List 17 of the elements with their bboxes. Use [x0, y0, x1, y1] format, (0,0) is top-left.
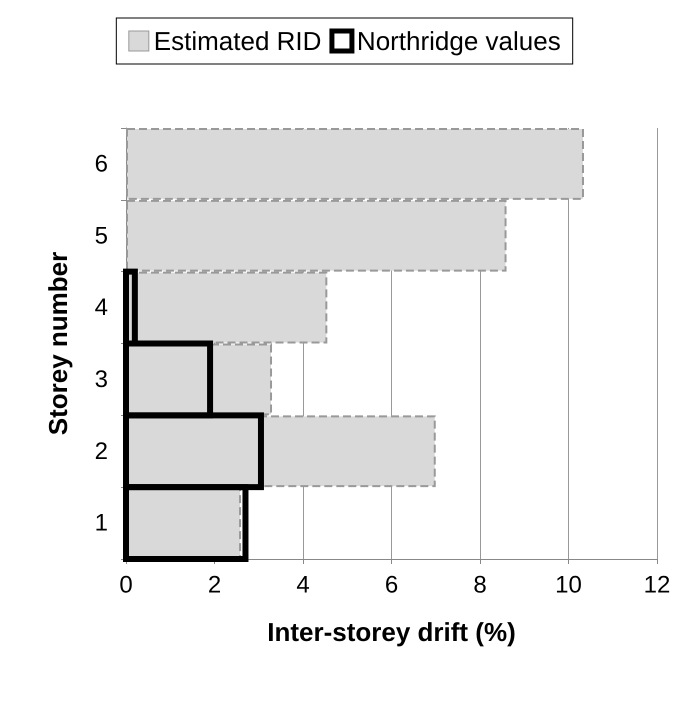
legend-label: Estimated RID: [154, 26, 322, 56]
legend-label: Northridge values: [356, 26, 561, 56]
x-tick-label: 12: [644, 572, 670, 598]
x-tick-label: 6: [384, 572, 398, 598]
y-tick-label: 3: [94, 366, 108, 393]
x-tick-label: 0: [119, 572, 133, 598]
y-tick-label: 1: [94, 510, 108, 537]
y-tick-label: 2: [94, 438, 108, 465]
x-tick-label: 4: [296, 572, 310, 598]
x-axis-title: Inter-storey drift (%): [267, 617, 516, 647]
y-tick-label: 4: [94, 294, 108, 322]
x-tick-label: 10: [555, 572, 582, 598]
y-axis-title: Storey number: [43, 252, 73, 436]
x-tick-label: 2: [208, 572, 222, 598]
x-tick-label: 8: [473, 572, 487, 598]
y-tick-label: 6: [94, 150, 108, 178]
y-tick-label: 5: [94, 222, 108, 250]
